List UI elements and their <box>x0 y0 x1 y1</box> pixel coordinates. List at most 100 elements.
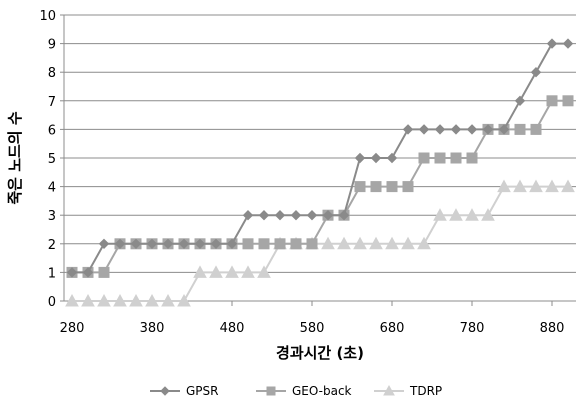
legend-item-tdrp: TDRP <box>374 384 442 398</box>
data-point-gpsr-6 <box>162 238 174 250</box>
data-point-tdrp-20 <box>385 236 399 250</box>
axes <box>60 14 576 306</box>
data-point-gpsr-3 <box>114 238 126 250</box>
data-point-tdrp-16 <box>321 236 335 250</box>
data-point-gpsr-31 <box>562 38 574 49</box>
y-tick-label-3: 3 <box>48 209 56 224</box>
data-point-geo-back-28 <box>514 123 526 135</box>
data-point-tdrp-23 <box>433 208 447 221</box>
data-point-gpsr-16 <box>322 209 334 221</box>
data-point-gpsr-10 <box>226 238 238 250</box>
x-axis-title: 경과시간 (초) <box>276 344 364 362</box>
data-point-tdrp-29 <box>529 179 543 193</box>
grid-lines <box>64 14 576 273</box>
data-point-geo-back-14 <box>290 238 302 250</box>
data-point-gpsr-21 <box>402 124 414 135</box>
data-point-gpsr-2 <box>98 238 110 250</box>
legend-item-geo-back: GEO-back <box>256 384 352 398</box>
x-tick-label-780: 780 <box>460 321 485 336</box>
data-point-tdrp-4 <box>129 293 143 307</box>
data-point-gpsr-23 <box>434 124 446 135</box>
y-tick-label-9: 9 <box>48 38 56 53</box>
legend-marker-gpsr <box>160 386 170 396</box>
y-tick-label-2: 2 <box>48 238 56 253</box>
y-tick-label-5: 5 <box>48 152 56 167</box>
series-gpsr <box>66 38 574 278</box>
data-point-gpsr-22 <box>418 124 430 135</box>
data-point-gpsr-26 <box>482 124 494 135</box>
data-point-tdrp-7 <box>177 293 191 307</box>
data-point-gpsr-14 <box>290 209 302 221</box>
y-tick-label-4: 4 <box>48 181 56 196</box>
x-tick-label-680: 680 <box>380 321 405 336</box>
data-point-tdrp-3 <box>113 293 127 307</box>
data-point-gpsr-24 <box>450 124 462 135</box>
data-point-gpsr-28 <box>514 95 526 107</box>
data-point-tdrp-26 <box>481 208 495 221</box>
data-point-geo-back-18 <box>354 181 366 193</box>
data-point-gpsr-17 <box>338 209 350 221</box>
data-point-tdrp-28 <box>513 179 527 193</box>
data-point-tdrp-18 <box>353 236 367 250</box>
data-point-gpsr-18 <box>354 152 366 164</box>
y-tick-label-10: 10 <box>39 9 56 24</box>
data-point-tdrp-12 <box>257 265 271 278</box>
data-point-gpsr-11 <box>242 209 254 221</box>
x-tick-label-580: 580 <box>300 321 325 336</box>
data-point-geo-back-22 <box>418 152 430 164</box>
data-point-geo-back-23 <box>434 152 446 164</box>
data-point-gpsr-20 <box>386 152 398 164</box>
data-point-tdrp-11 <box>241 265 255 278</box>
data-point-tdrp-19 <box>369 236 383 250</box>
data-point-gpsr-4 <box>130 238 142 250</box>
data-point-tdrp-6 <box>161 293 175 307</box>
data-point-tdrp-24 <box>449 208 463 221</box>
y-tick-label-7: 7 <box>48 95 56 110</box>
data-point-tdrp-25 <box>465 208 479 221</box>
data-point-gpsr-29 <box>530 66 542 78</box>
legend-label-geo-back: GEO-back <box>292 384 352 398</box>
y-tick-label-0: 0 <box>48 295 56 310</box>
data-point-geo-back-30 <box>546 95 558 107</box>
data-point-geo-back-31 <box>562 95 574 107</box>
data-series <box>65 38 575 307</box>
data-point-gpsr-25 <box>466 124 478 135</box>
data-point-geo-back-2 <box>98 266 110 278</box>
data-point-tdrp-10 <box>225 265 239 278</box>
data-point-gpsr-13 <box>274 209 286 221</box>
legend-item-gpsr: GPSR <box>150 384 219 398</box>
data-point-tdrp-21 <box>401 236 415 250</box>
data-point-gpsr-19 <box>370 152 382 164</box>
x-tick-label-480: 480 <box>220 321 245 336</box>
data-point-geo-back-12 <box>258 238 270 250</box>
legend-marker-tdrp <box>383 384 395 396</box>
y-tick-label-1: 1 <box>48 266 56 281</box>
y-axis-title: 죽은 노드의 수 <box>6 111 24 204</box>
data-point-gpsr-15 <box>306 209 318 221</box>
data-point-tdrp-0 <box>65 293 79 307</box>
data-point-tdrp-8 <box>193 265 207 278</box>
legend-label-gpsr: GPSR <box>186 384 219 398</box>
data-point-tdrp-17 <box>337 236 351 250</box>
x-tick-label-380: 380 <box>140 321 165 336</box>
data-point-geo-back-25 <box>466 152 478 164</box>
data-point-tdrp-5 <box>145 293 159 307</box>
data-point-tdrp-30 <box>545 179 559 193</box>
legend-marker-geo-back <box>266 386 276 396</box>
data-point-geo-back-24 <box>450 152 462 164</box>
data-point-tdrp-27 <box>497 179 511 193</box>
data-point-gpsr-0 <box>66 267 78 278</box>
data-point-geo-back-20 <box>386 181 398 193</box>
legend-label-tdrp: TDRP <box>409 384 442 398</box>
y-tick-label-6: 6 <box>48 123 56 138</box>
data-point-geo-back-13 <box>274 238 286 250</box>
data-point-geo-back-15 <box>306 238 318 250</box>
data-point-tdrp-2 <box>97 293 111 307</box>
data-point-tdrp-1 <box>81 293 95 307</box>
data-point-geo-back-29 <box>530 123 542 135</box>
data-point-tdrp-31 <box>561 179 575 193</box>
x-tick-label-880: 880 <box>540 321 565 336</box>
data-point-geo-back-21 <box>402 181 414 193</box>
